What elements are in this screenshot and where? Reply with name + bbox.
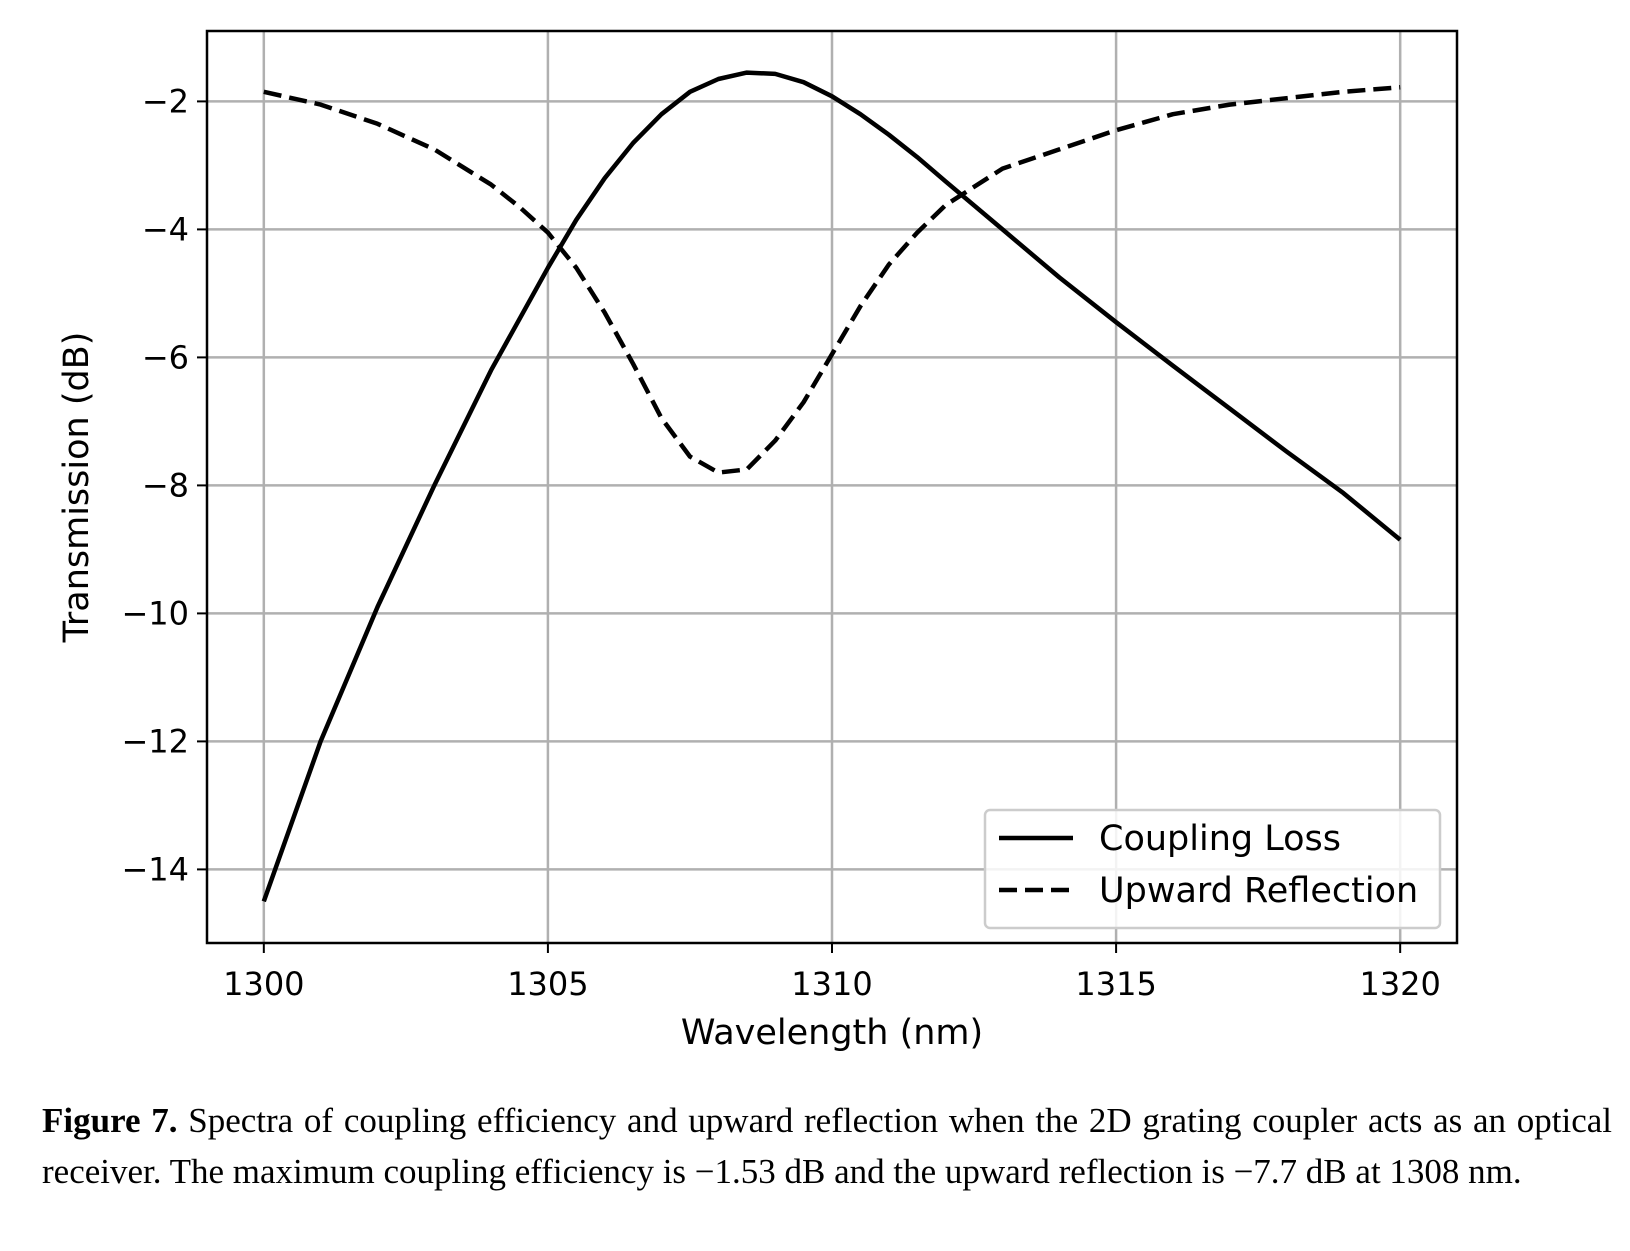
y-tick-label: −12 bbox=[121, 722, 189, 760]
caption-text: Spectra of coupling efficiency and upwar… bbox=[42, 1101, 1612, 1191]
series-line-coupling-loss bbox=[261, 70, 1402, 903]
legend: Coupling Loss Upward Reflection bbox=[983, 808, 1442, 930]
y-tick-label: −4 bbox=[142, 210, 189, 248]
chart: 1300 1305 1310 1315 1320 −2 −4 −6 −8 −10 −12 −14 Wa… bbox=[57, 29, 1459, 1053]
x-axis-label: Wavelength (nm) bbox=[681, 1013, 983, 1053]
y-tick-label: −10 bbox=[121, 594, 189, 632]
x-tick-label: 1305 bbox=[507, 965, 588, 1003]
x-tick-label: 1315 bbox=[1075, 965, 1156, 1003]
x-tick-label: 1310 bbox=[791, 965, 872, 1003]
legend-label: Coupling Loss bbox=[1099, 819, 1341, 859]
y-axis-label: Transmission (dB) bbox=[57, 332, 97, 644]
legend-label: Upward Reflection bbox=[1099, 871, 1418, 911]
legend-box bbox=[983, 808, 1442, 930]
y-tick-label: −6 bbox=[142, 338, 189, 376]
x-tick-label: 1320 bbox=[1359, 965, 1440, 1003]
y-tick-label: −14 bbox=[121, 850, 189, 888]
figure-caption: Figure 7. Spectra of coupling efficiency… bbox=[42, 1095, 1612, 1197]
grid-lines bbox=[207, 31, 1457, 943]
series-lines bbox=[261, 70, 1402, 903]
y-tick-label: −8 bbox=[142, 466, 189, 504]
y-tick-label: −2 bbox=[142, 82, 189, 120]
caption-label: Figure 7. bbox=[42, 1101, 178, 1140]
x-tick-label: 1300 bbox=[223, 965, 304, 1003]
axis-ticks: 1300 1305 1310 1315 1320 −2 −4 −6 −8 −10 −12 −14 bbox=[121, 82, 1440, 1003]
series-line-upward-reflection bbox=[263, 85, 1401, 475]
